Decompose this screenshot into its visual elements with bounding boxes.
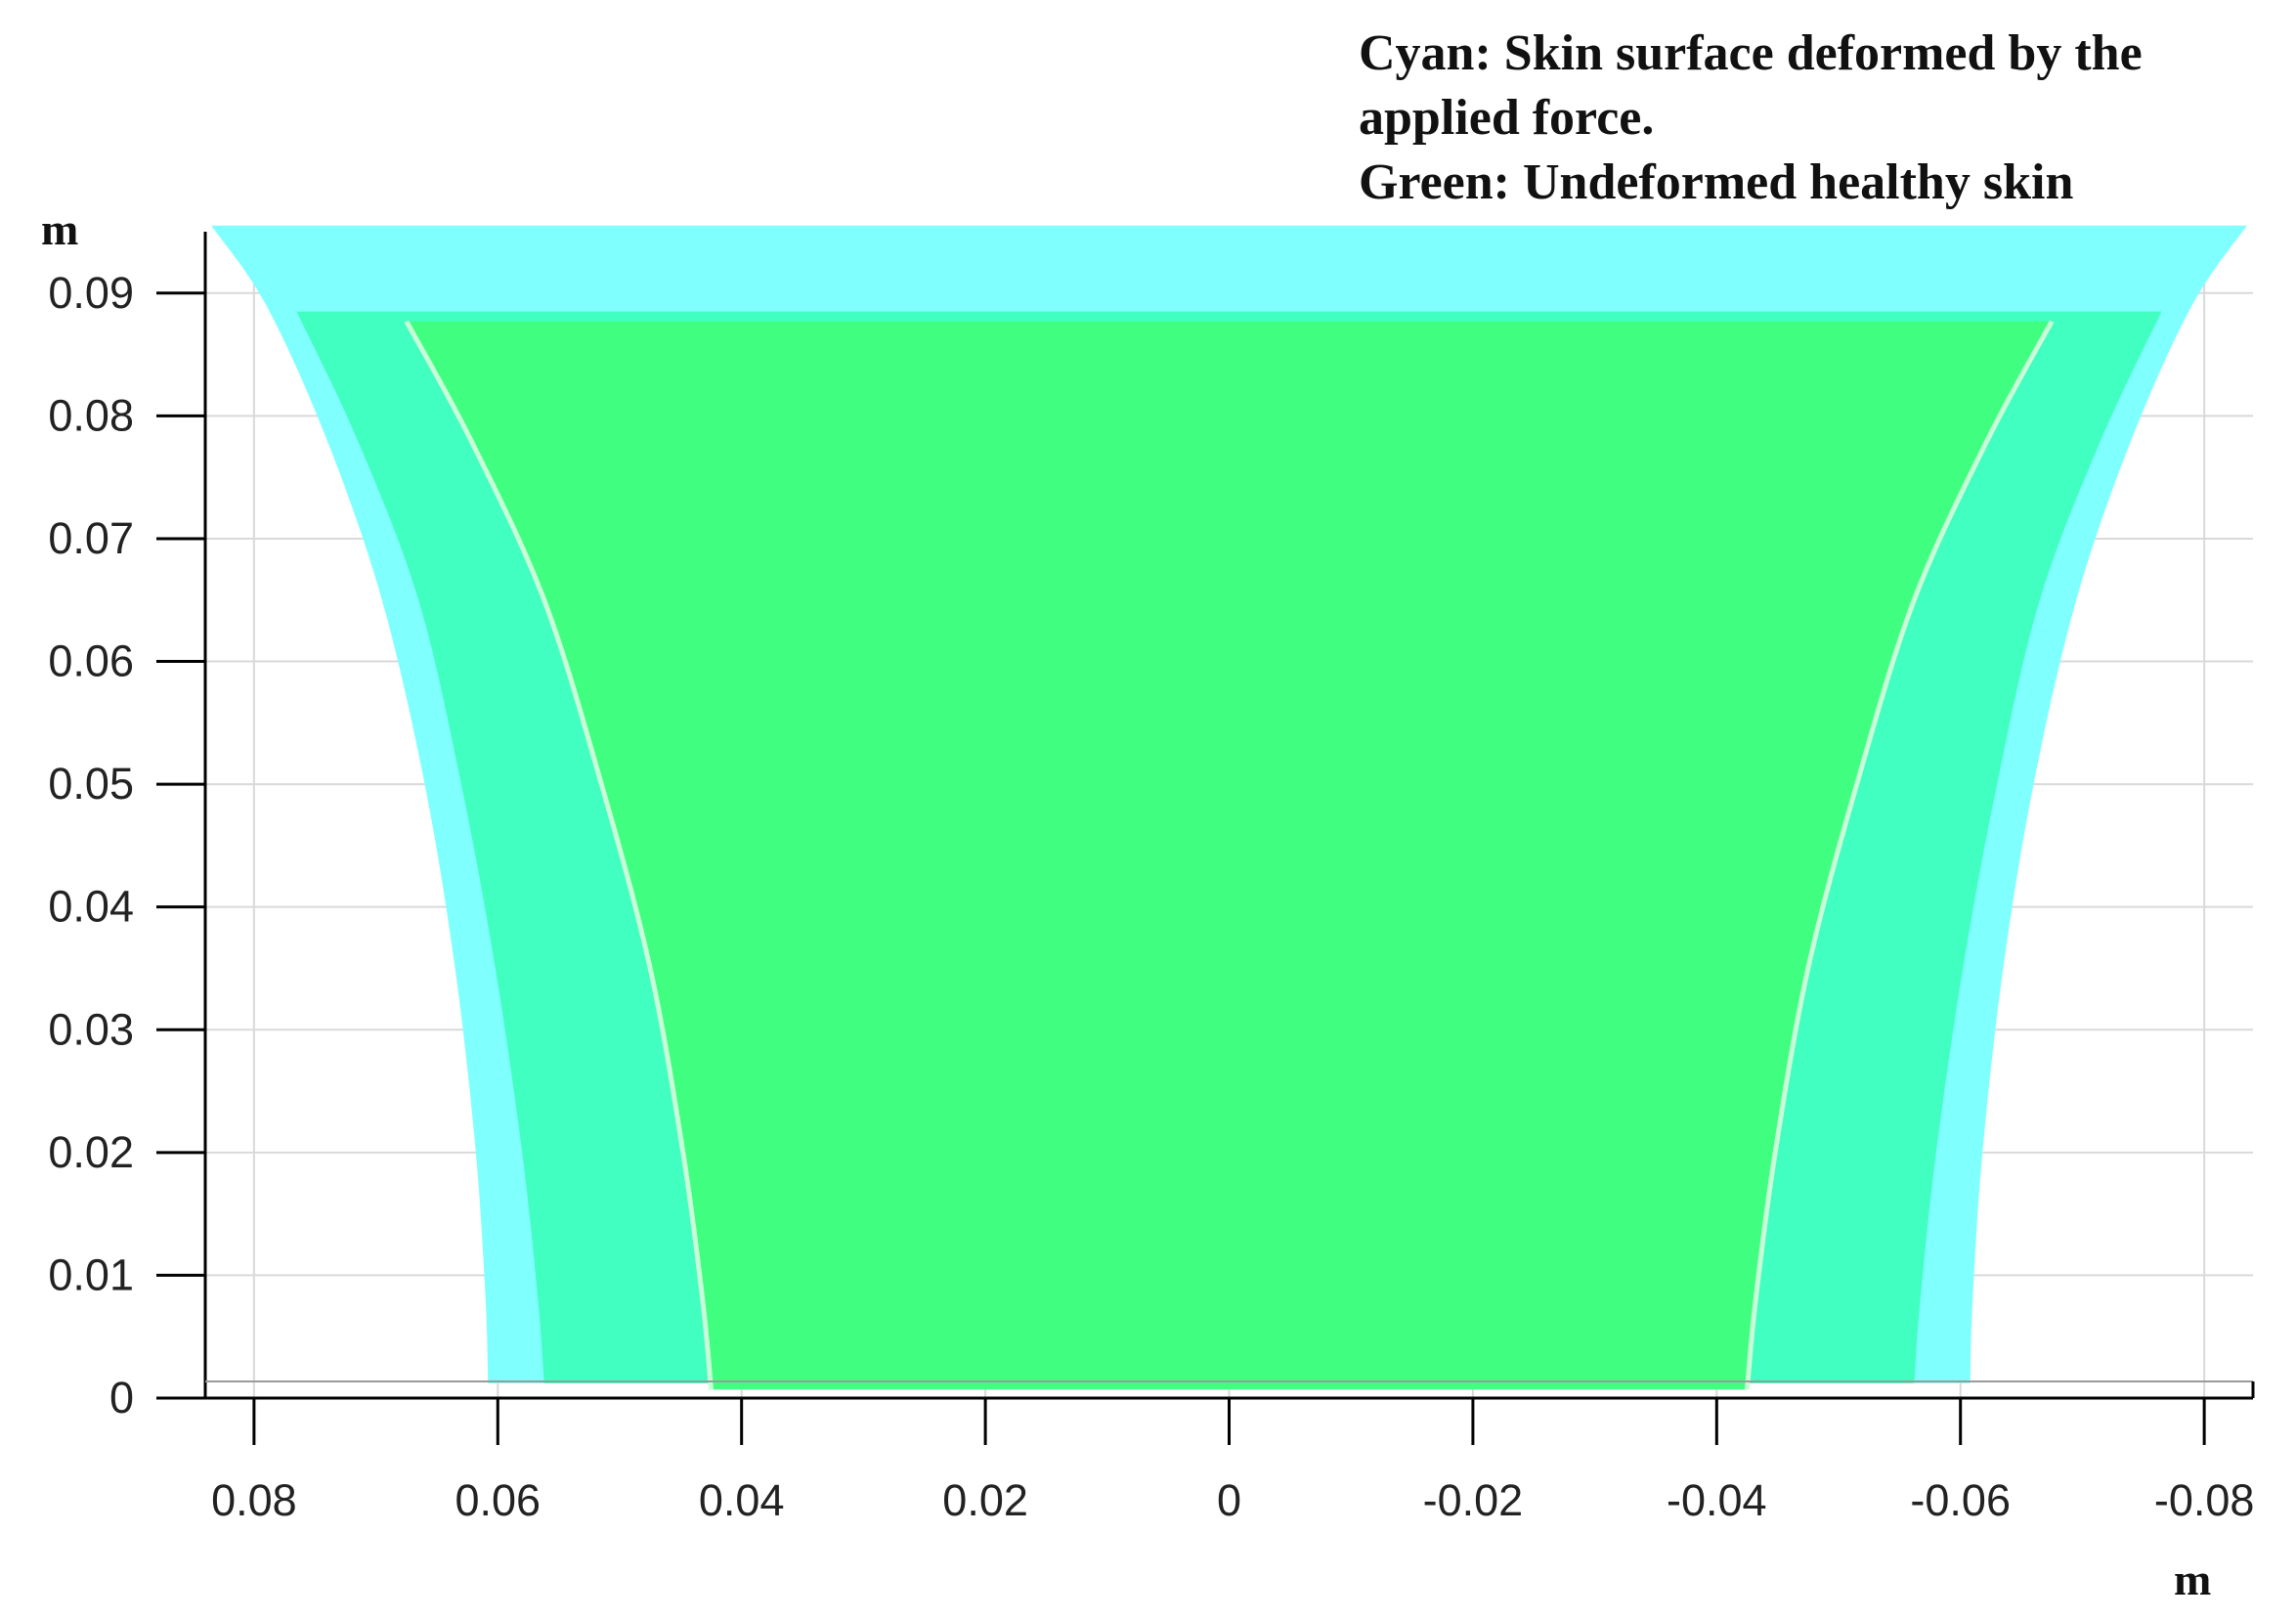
y-tick-label: 0.09 [48, 268, 134, 318]
y-tick-label: 0.01 [48, 1249, 134, 1299]
x-tick-label: 0 [1217, 1475, 1241, 1525]
x-tick-label: -0.02 [1423, 1475, 1524, 1525]
y-axis-label: m [41, 204, 78, 254]
x-tick-label: 0.06 [455, 1475, 541, 1525]
annotation-line-1: Cyan: Skin surface deformed by the [1359, 25, 2143, 81]
seam-line-right [1745, 320, 2055, 1390]
seam-line-left [404, 320, 714, 1390]
regions [211, 225, 2247, 1390]
y-tick-label: 0.07 [48, 513, 134, 563]
y-tick-label: 0.04 [48, 882, 134, 932]
region-green [406, 321, 2053, 1390]
axes [156, 232, 2255, 1400]
annotation-line-3: Green: Undeformed healthy skin [1359, 154, 2074, 210]
x-tick-label: 0.08 [211, 1475, 297, 1525]
y-tick-label: 0.05 [48, 759, 134, 809]
x-tick-label: 0.04 [699, 1475, 785, 1525]
y-tick-label: 0.06 [48, 636, 134, 686]
y-tick-label: 0.02 [48, 1127, 134, 1177]
x-tick-label: -0.08 [2154, 1475, 2255, 1525]
x-tick-label: -0.06 [1910, 1475, 2011, 1525]
y-tick-label: 0.08 [48, 390, 134, 440]
x-axis-label: m [2174, 1554, 2211, 1604]
x-tick-label: -0.04 [1667, 1475, 1767, 1525]
ticks: 0 0.01 0.02 0.03 0.04 0.05 0.06 0.07 0.08 0.09 0.0… [48, 268, 2254, 1525]
annotation: Cyan: Skin surface deformed by the appli… [1359, 22, 2277, 215]
y-tick-label: 0.03 [48, 1004, 134, 1054]
y-tick-label: 0 [109, 1373, 134, 1423]
annotation-line-2: applied force. [1359, 90, 1655, 146]
x-tick-label: 0.02 [942, 1475, 1028, 1525]
